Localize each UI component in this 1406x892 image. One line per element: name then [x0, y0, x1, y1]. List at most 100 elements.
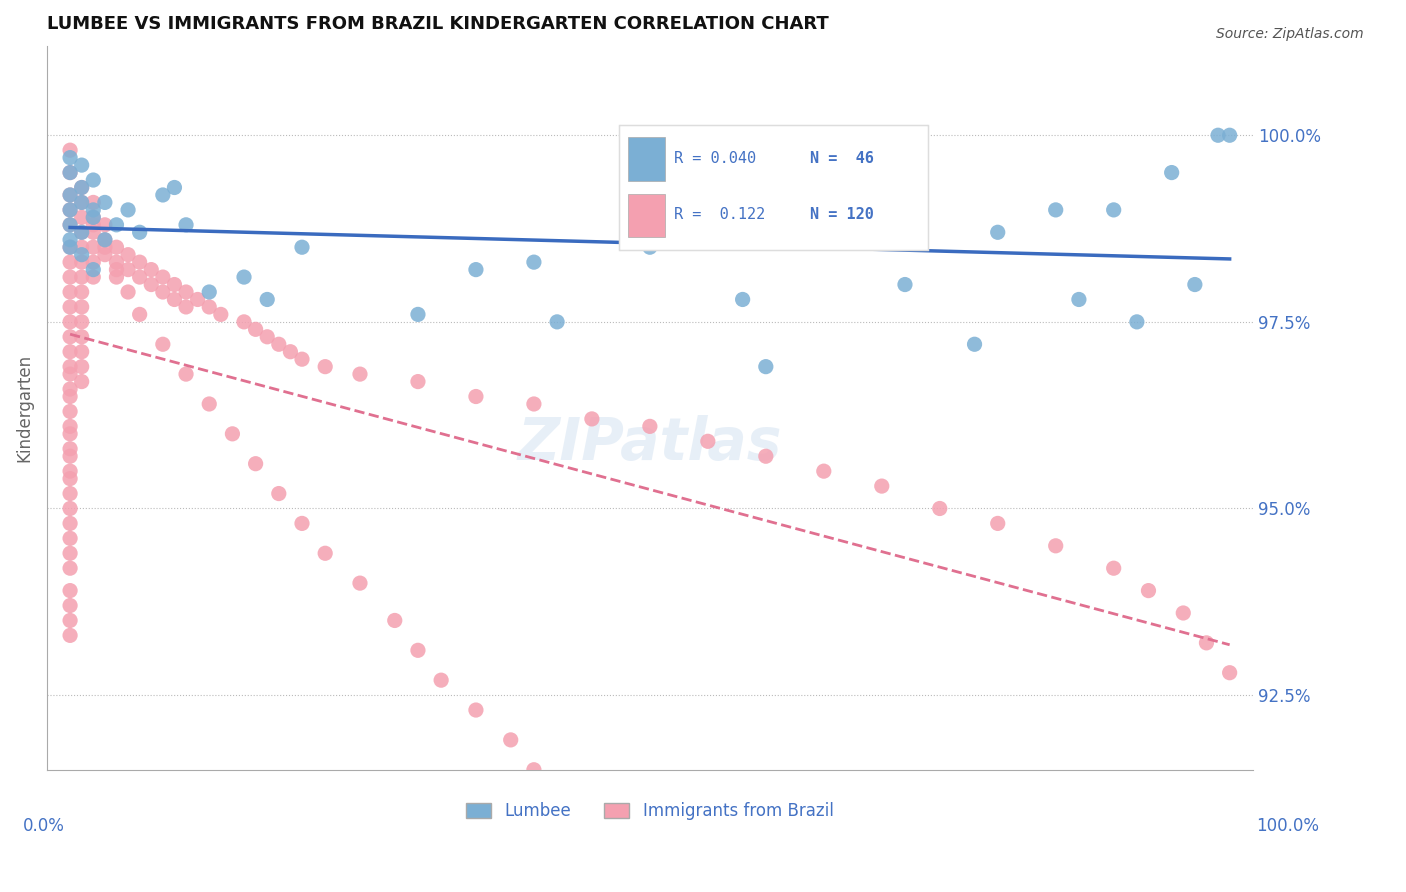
- Point: [1045, 202, 1067, 217]
- Point: [59, 218, 82, 232]
- Point: [198, 300, 221, 314]
- Point: [59, 501, 82, 516]
- Point: [117, 262, 139, 277]
- Point: [406, 307, 429, 321]
- Point: [928, 501, 950, 516]
- Point: [70, 225, 93, 239]
- Point: [59, 330, 82, 344]
- Point: [59, 449, 82, 463]
- Point: [128, 255, 150, 269]
- Text: ZIPatlas: ZIPatlas: [517, 416, 782, 473]
- Point: [59, 599, 82, 613]
- Point: [245, 322, 267, 336]
- Point: [233, 315, 256, 329]
- Point: [1184, 277, 1206, 292]
- Text: Source: ZipAtlas.com: Source: ZipAtlas.com: [1216, 27, 1364, 41]
- Point: [59, 165, 82, 179]
- Point: [198, 397, 221, 411]
- Point: [1219, 665, 1241, 680]
- Point: [813, 464, 835, 478]
- Point: [105, 255, 128, 269]
- Point: [523, 255, 546, 269]
- Point: [464, 390, 486, 404]
- Point: [581, 412, 603, 426]
- Point: [70, 375, 93, 389]
- Point: [59, 614, 82, 628]
- Point: [117, 202, 139, 217]
- Point: [94, 248, 117, 262]
- Point: [546, 315, 568, 329]
- Point: [82, 173, 104, 187]
- Point: [349, 367, 371, 381]
- Point: [1195, 636, 1218, 650]
- Point: [128, 307, 150, 321]
- Point: [314, 546, 336, 560]
- Point: [755, 359, 778, 374]
- Point: [59, 442, 82, 456]
- Point: [59, 367, 82, 381]
- Point: [59, 285, 82, 299]
- Point: [963, 337, 986, 351]
- Point: [82, 211, 104, 225]
- Point: [70, 315, 93, 329]
- Point: [82, 262, 104, 277]
- Point: [1126, 315, 1149, 329]
- Point: [105, 270, 128, 285]
- Point: [1219, 128, 1241, 143]
- Point: [291, 516, 314, 531]
- Point: [59, 188, 82, 202]
- Point: [59, 583, 82, 598]
- Point: [59, 344, 82, 359]
- Point: [70, 158, 93, 172]
- Point: [245, 457, 267, 471]
- Point: [59, 628, 82, 642]
- Text: N =  46: N = 46: [810, 151, 875, 166]
- Point: [59, 359, 82, 374]
- Point: [59, 151, 82, 165]
- Point: [59, 382, 82, 396]
- Point: [987, 516, 1010, 531]
- Point: [291, 352, 314, 367]
- Point: [82, 202, 104, 217]
- Point: [174, 285, 197, 299]
- Point: [152, 270, 174, 285]
- Point: [59, 233, 82, 247]
- Point: [406, 375, 429, 389]
- Point: [70, 285, 93, 299]
- Point: [430, 673, 453, 688]
- Point: [59, 188, 82, 202]
- Point: [94, 195, 117, 210]
- Point: [128, 270, 150, 285]
- Point: [59, 516, 82, 531]
- Point: [59, 143, 82, 157]
- Point: [163, 180, 186, 194]
- Point: [59, 390, 82, 404]
- Point: [464, 703, 486, 717]
- Point: [406, 643, 429, 657]
- Text: N = 120: N = 120: [810, 207, 875, 222]
- Point: [267, 486, 290, 500]
- Point: [59, 532, 82, 546]
- FancyBboxPatch shape: [628, 137, 665, 181]
- Point: [82, 195, 104, 210]
- Text: R =  0.122: R = 0.122: [675, 207, 766, 222]
- Point: [94, 240, 117, 254]
- Point: [59, 240, 82, 254]
- Point: [152, 285, 174, 299]
- Point: [894, 277, 917, 292]
- Point: [59, 426, 82, 441]
- Point: [1102, 202, 1125, 217]
- Point: [141, 262, 163, 277]
- Point: [105, 262, 128, 277]
- Point: [59, 404, 82, 418]
- Point: [59, 561, 82, 575]
- Point: [198, 285, 221, 299]
- Point: [59, 202, 82, 217]
- Point: [59, 165, 82, 179]
- Point: [70, 255, 93, 269]
- Point: [59, 270, 82, 285]
- Point: [523, 397, 546, 411]
- Point: [499, 732, 522, 747]
- Point: [82, 255, 104, 269]
- Point: [82, 225, 104, 239]
